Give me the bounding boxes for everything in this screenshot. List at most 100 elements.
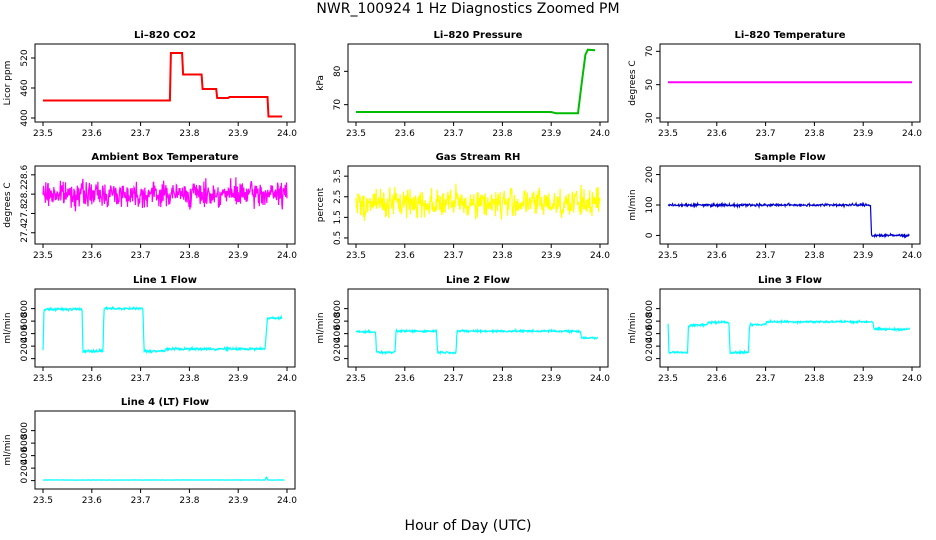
- y-tick-label: 800: [20, 300, 30, 317]
- panel-8: Line 2 Flow ml/min 23.5 23.6 23.7 23.8 23.9 24.…: [316, 275, 610, 384]
- y-tick-label: 27.4: [20, 222, 30, 242]
- y-tick-label: 0: [20, 477, 30, 483]
- series-line: [42, 476, 285, 481]
- x-tick-label: 23.9: [541, 251, 561, 261]
- x-tick-label: 23.7: [756, 129, 776, 139]
- y-tick-label: 800: [20, 422, 30, 439]
- x-tick-label: 23.6: [707, 129, 727, 139]
- x-tick-label: 23.7: [131, 496, 151, 506]
- x-tick-label: 23.9: [228, 251, 248, 261]
- y-tick-label: 70: [645, 45, 655, 57]
- x-tick-label: 24.0: [277, 129, 297, 139]
- x-tick-label: 23.9: [853, 251, 873, 261]
- x-tick-label: 24.0: [590, 251, 610, 261]
- y-tick-label: 50: [645, 79, 655, 91]
- plot-frame: [34, 410, 296, 490]
- plot-frame: [659, 288, 921, 368]
- panel-4: Ambient Box Temperature degrees C 23.5 23.6…: [3, 152, 297, 261]
- panel-5: Gas Stream RH percent 23.5 23.6 23.7 23.8 23.9…: [316, 152, 610, 261]
- plot-frame: [347, 165, 609, 245]
- y-axis-label: ml/min: [316, 312, 326, 343]
- panel-title: Line 3 Flow: [758, 275, 822, 286]
- x-tick-label: 23.6: [707, 374, 727, 384]
- series-line: [43, 52, 283, 118]
- x-tick-label: 23.5: [33, 251, 53, 261]
- y-axis-label: ml/min: [628, 312, 638, 343]
- y-tick-label: 800: [645, 300, 655, 317]
- plot-frame: [347, 288, 609, 368]
- y-tick-label: 80: [333, 65, 343, 77]
- x-tick-label: 23.5: [658, 251, 678, 261]
- y-tick-label: 800: [333, 300, 343, 317]
- series-line: [667, 318, 911, 355]
- x-tick-label: 23.8: [179, 129, 199, 139]
- y-axis-label: ml/min: [3, 434, 13, 465]
- y-tick-label: 28.2: [20, 184, 30, 204]
- y-tick-label: 3.5: [333, 169, 343, 183]
- y-tick-label: 200: [645, 337, 655, 354]
- series-line: [42, 305, 283, 355]
- y-tick-label: 70: [333, 99, 343, 111]
- x-tick-label: 23.9: [228, 374, 248, 384]
- panel-title: Gas Stream RH: [436, 152, 521, 163]
- y-tick-label: 2.5: [333, 190, 343, 204]
- panel-2: Li–820 Pressure kPa 23.5 23.6 23.7 23.8 23.9 24…: [316, 30, 610, 139]
- panel-1: Li–820 CO2 Licor ppm 23.5 23.6 23.7 23.8 23.9 2…: [3, 30, 297, 139]
- panel-7: Line 1 Flow ml/min 23.5 23.6 23.7 23.8 23.9 24.…: [3, 275, 297, 384]
- x-tick-label: 23.7: [131, 251, 151, 261]
- panel-title: Line 1 Flow: [133, 275, 197, 286]
- y-tick-label: 100: [645, 196, 655, 213]
- y-tick-label: 460: [20, 79, 30, 96]
- y-tick-label: 400: [20, 447, 30, 464]
- x-tick-label: 23.8: [179, 251, 199, 261]
- y-tick-label: 520: [20, 49, 30, 66]
- x-tick-label: 24.0: [590, 129, 610, 139]
- x-tick-label: 23.6: [82, 496, 102, 506]
- y-tick-label: 400: [645, 325, 655, 342]
- y-axis-label: degrees C: [3, 182, 13, 227]
- y-tick-label: 28.6: [20, 165, 30, 185]
- y-tick-label: 0: [20, 355, 30, 361]
- x-tick-label: 23.9: [541, 129, 561, 139]
- x-tick-label: 23.8: [804, 374, 824, 384]
- plot-frame: [659, 43, 921, 123]
- x-tick-label: 23.7: [444, 251, 464, 261]
- x-tick-label: 23.9: [853, 129, 873, 139]
- series-line: [42, 177, 288, 212]
- panel-title: Sample Flow: [754, 152, 826, 163]
- panel-title: Ambient Box Temperature: [91, 152, 238, 163]
- y-tick-label: 400: [333, 325, 343, 342]
- page-title: NWR_100924 1 Hz Diagnostics Zoomed PM: [316, 1, 620, 17]
- x-tick-label: 23.6: [82, 129, 102, 139]
- y-tick-label: 0.5: [333, 231, 343, 245]
- plot-frame: [34, 43, 296, 123]
- x-tick-label: 24.0: [902, 251, 922, 261]
- x-tick-label: 23.8: [179, 374, 199, 384]
- y-tick-label: 200: [20, 459, 30, 476]
- x-tick-label: 23.6: [707, 251, 727, 261]
- panel-title: Line 4 (LT) Flow: [121, 397, 209, 408]
- y-tick-label: 0: [645, 232, 655, 238]
- series-line: [355, 327, 599, 356]
- series-line: [356, 48, 596, 115]
- y-axis-label: Licor ppm: [3, 61, 13, 106]
- y-tick-label: 27.8: [20, 203, 30, 223]
- y-axis-label: degrees C: [628, 60, 638, 105]
- x-tick-label: 23.7: [444, 374, 464, 384]
- y-tick-label: 1.5: [333, 210, 343, 224]
- x-tick-label: 24.0: [902, 129, 922, 139]
- x-tick-label: 23.5: [658, 129, 678, 139]
- x-tick-label: 23.9: [541, 374, 561, 384]
- plot-frame: [347, 43, 609, 123]
- panel-6: Sample Flow ml/min 23.5 23.6 23.7 23.8 23.9 24.…: [628, 152, 922, 261]
- panel-9: Line 3 Flow ml/min 23.5 23.6 23.7 23.8 23.9 24.…: [628, 275, 922, 384]
- x-tick-label: 23.5: [346, 251, 366, 261]
- y-tick-label: 30: [645, 112, 655, 124]
- y-tick-label: 0: [645, 355, 655, 361]
- series-line: [355, 183, 601, 221]
- panel-title: Line 2 Flow: [446, 275, 510, 286]
- plot-frame: [34, 288, 296, 368]
- x-tick-label: 23.7: [131, 129, 151, 139]
- x-tick-label: 23.8: [492, 251, 512, 261]
